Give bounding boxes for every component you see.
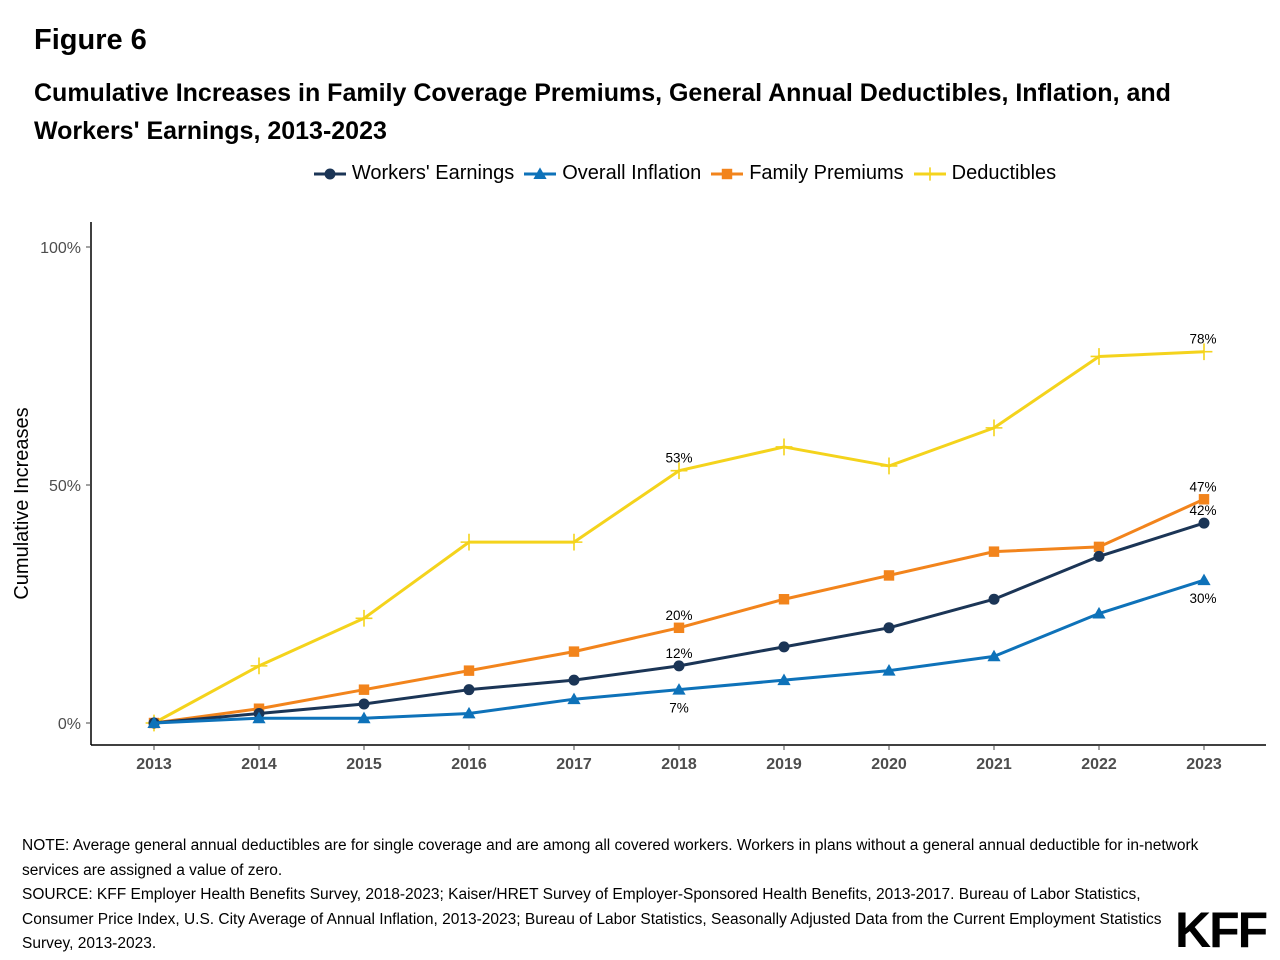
legend-swatch [524, 166, 557, 179]
data-label: 47% [1189, 479, 1216, 494]
data-point [355, 609, 373, 627]
data-point [252, 711, 266, 724]
legend-label: Workers' Earnings [351, 162, 515, 184]
data-point [1093, 541, 1105, 553]
legend-label: Family Premiums [749, 162, 904, 184]
data-point [1198, 517, 1210, 529]
y-tick-label: 50% [49, 478, 81, 495]
data-point [358, 698, 370, 710]
x-tick-label: 2020 [871, 756, 907, 773]
legend-marker-circle [324, 168, 336, 179]
data-point [250, 657, 268, 675]
data-label: 30% [1189, 591, 1216, 606]
y-tick-label: 0% [58, 716, 81, 733]
data-point [565, 533, 583, 551]
y-axis-title: Cumulative Increases [11, 407, 33, 599]
data-point [988, 593, 1000, 605]
data-point [778, 641, 790, 653]
x-tick-label: 2023 [1186, 756, 1222, 773]
data-point [883, 622, 895, 634]
data-point [462, 706, 476, 719]
legend-label: Deductibles [951, 162, 1057, 184]
data-point [778, 594, 790, 605]
legend-marker-plus [923, 166, 937, 181]
data-point [568, 646, 580, 657]
data-point [882, 664, 896, 676]
chart-notes: NOTE: Average general annual deductibles… [22, 834, 1212, 957]
data-point [672, 683, 686, 695]
data-point [463, 684, 475, 696]
x-tick-label: 2016 [451, 756, 487, 773]
data-point [1093, 550, 1105, 562]
y-tick-label: 100% [40, 240, 81, 257]
data-point [1197, 573, 1211, 586]
data-point [357, 711, 371, 724]
data-point [1090, 348, 1108, 365]
note-text: NOTE: Average general annual deductibles… [22, 837, 1199, 879]
data-label: 20% [665, 608, 692, 623]
x-tick-label: 2022 [1081, 756, 1117, 773]
x-tick-label: 2015 [346, 756, 382, 773]
data-point [568, 674, 580, 686]
series-plus [145, 343, 1213, 732]
x-tick-label: 2014 [241, 756, 277, 773]
series-triangle [147, 573, 1211, 728]
x-tick-label: 2021 [976, 756, 1012, 773]
legend-marker-triangle [533, 166, 547, 179]
data-point [673, 622, 685, 634]
data-point [1092, 606, 1106, 619]
data-point [463, 665, 475, 676]
x-tick-label: 2019 [766, 756, 802, 773]
x-tick-label: 2018 [661, 756, 697, 773]
data-point [987, 649, 1001, 662]
chart-legend: Workers' Earnings Overall Inflation Family… [0, 162, 1280, 185]
legend-item: Workers' Earnings [313, 162, 515, 185]
line-chart: 0% 50% 100% 2013 2014 2015 2016 2017 2018 2019 202… [11, 222, 1266, 773]
legend-item: Deductibles [913, 162, 1057, 185]
data-point [985, 419, 1003, 437]
data-point [883, 570, 895, 581]
legend-marker-square [721, 168, 733, 179]
data-point [673, 660, 685, 672]
legend-swatch [913, 166, 946, 181]
data-point [988, 546, 1000, 557]
data-label: 53% [665, 451, 692, 466]
chart-title: Cumulative Increases in Family Coverage … [34, 79, 1171, 145]
data-point [880, 457, 898, 475]
data-point [358, 684, 370, 695]
legend-swatch [711, 168, 744, 179]
figure-label: Figure 6 [34, 24, 147, 56]
data-point [777, 673, 791, 686]
data-point [1195, 343, 1213, 361]
kff-logo: KFF [1175, 902, 1268, 958]
data-label: 7% [669, 701, 689, 716]
x-tick-label: 2013 [136, 756, 172, 773]
legend-item: Family Premiums [711, 162, 904, 185]
source-text: SOURCE: KFF Employer Health Benefits Sur… [22, 886, 1162, 952]
legend-label: Overall Inflation [562, 162, 702, 184]
data-label: 78% [1189, 332, 1216, 347]
data-point [460, 533, 478, 551]
x-tick-label: 2017 [556, 756, 592, 773]
data-label: 12% [665, 646, 692, 661]
legend-swatch [313, 168, 346, 179]
data-point [775, 438, 793, 456]
data-point [147, 716, 161, 728]
data-point [670, 462, 688, 480]
data-point [567, 692, 581, 705]
data-point [1198, 494, 1210, 505]
legend-item: Overall Inflation [524, 162, 701, 185]
data-label: 42% [1189, 503, 1216, 518]
